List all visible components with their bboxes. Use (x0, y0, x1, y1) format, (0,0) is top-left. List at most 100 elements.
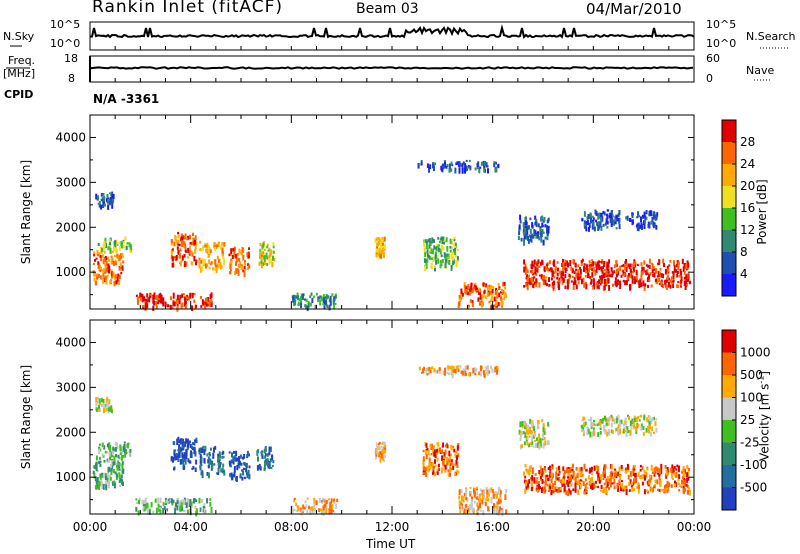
data-cell (157, 497, 160, 504)
data-cell (526, 441, 529, 446)
data-cell (242, 462, 245, 465)
data-cell (446, 163, 449, 167)
data-cell (247, 251, 250, 258)
data-cell (184, 249, 187, 253)
data-cell (431, 266, 434, 270)
data-cell (191, 305, 194, 311)
data-cell (449, 464, 452, 470)
data-cell (445, 237, 448, 243)
data-cell (664, 488, 667, 491)
data-cell (115, 462, 118, 465)
data-cell (332, 509, 335, 513)
data-cell (113, 280, 116, 287)
data-cell (559, 487, 562, 491)
power-colorbar-label: Power [dB] (755, 179, 769, 245)
data-cell (646, 264, 648, 267)
data-cell (179, 438, 182, 445)
data-cell (449, 249, 452, 253)
data-cell (648, 416, 651, 420)
data-cell (599, 431, 602, 435)
data-cell (304, 500, 307, 504)
data-cell (625, 280, 628, 285)
data-cell (116, 455, 119, 458)
power-colorbar-swatch (722, 142, 736, 164)
data-cell (536, 442, 539, 445)
data-cell (676, 273, 679, 278)
data-cell (622, 423, 625, 427)
data-cell (493, 508, 496, 514)
data-cell (423, 258, 426, 263)
data-cell (589, 213, 592, 219)
data-cell (233, 471, 236, 478)
data-cell (329, 300, 332, 306)
data-cell (272, 255, 274, 261)
data-cell (662, 258, 665, 264)
beam-label: Beam 03 (356, 1, 419, 17)
data-cell (621, 487, 624, 490)
data-cell (547, 225, 550, 229)
velocity-panel-frame (89, 319, 695, 515)
data-cell (383, 441, 386, 446)
velocity-colorbar-swatch (722, 442, 736, 465)
data-cell (487, 168, 489, 174)
data-cell (99, 403, 102, 406)
data-cell (183, 263, 186, 268)
data-cell (538, 282, 541, 288)
data-cell (486, 495, 488, 501)
data-cell (518, 230, 521, 236)
data-cell (495, 301, 498, 307)
data-cell (644, 215, 647, 221)
data-cell (551, 472, 554, 478)
data-cell (193, 449, 196, 454)
data-cell (542, 239, 545, 246)
data-cell (630, 269, 632, 274)
data-cell (617, 424, 620, 429)
data-cell (107, 198, 110, 204)
data-cell (101, 453, 104, 457)
data-cell (165, 500, 168, 503)
data-cell (537, 439, 540, 444)
data-cell (660, 273, 663, 278)
data-cell (142, 305, 145, 308)
data-cell (135, 506, 138, 512)
data-cell (522, 431, 525, 435)
data-cell (533, 259, 536, 265)
data-cell (681, 258, 684, 265)
data-cell (262, 242, 265, 248)
data-cell (162, 508, 165, 514)
data-cell (598, 421, 601, 426)
data-cell (671, 271, 674, 274)
data-cell (199, 458, 202, 465)
data-cell (96, 249, 99, 256)
data-cell (585, 488, 588, 493)
data-cell (186, 296, 189, 300)
data-cell (159, 294, 162, 300)
data-cell (423, 366, 426, 371)
data-cell (519, 433, 522, 439)
data-cell (452, 464, 455, 470)
data-cell (673, 466, 676, 469)
data-cell (480, 300, 483, 303)
data-cell (490, 285, 492, 290)
data-cell (532, 434, 535, 439)
data-cell (194, 467, 197, 472)
data-cell (248, 264, 251, 269)
data-cell (627, 263, 630, 268)
data-cell (429, 240, 432, 246)
data-cell (184, 441, 187, 447)
data-cell (230, 260, 233, 263)
data-cell (97, 195, 100, 200)
data-cell (528, 279, 531, 285)
data-cell (429, 256, 432, 261)
data-cell (547, 267, 550, 272)
data-cell (173, 301, 176, 307)
data-cell (665, 279, 668, 283)
data-cell (111, 450, 114, 456)
data-cell (632, 420, 635, 424)
data-cell (267, 249, 270, 252)
data-cell (175, 452, 178, 456)
data-cell (174, 449, 177, 452)
data-cell (192, 232, 194, 236)
data-cell (260, 253, 263, 260)
data-cell (454, 368, 457, 374)
